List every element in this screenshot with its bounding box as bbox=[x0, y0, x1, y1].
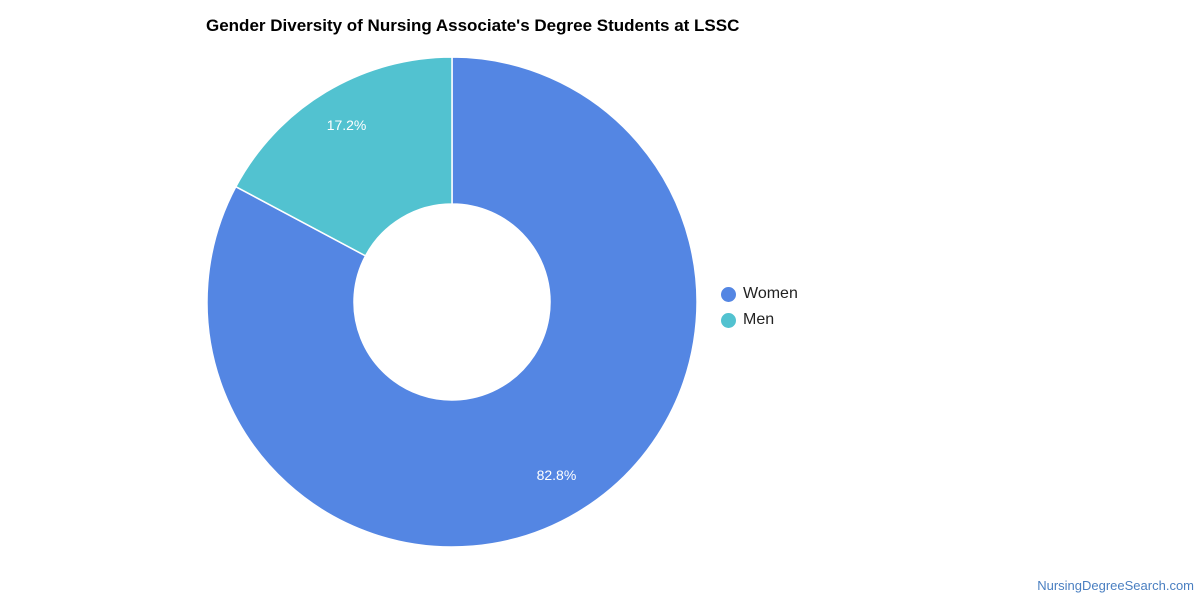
donut-slice-men[interactable] bbox=[234, 56, 453, 257]
legend: Women Men bbox=[721, 281, 798, 333]
legend-item-men[interactable]: Men bbox=[721, 307, 798, 333]
chart-title: Gender Diversity of Nursing Associate's … bbox=[206, 16, 740, 35]
legend-swatch-men bbox=[721, 312, 736, 328]
slice-label-men: 17.2% bbox=[327, 117, 367, 133]
slice-label-women: 82.8% bbox=[537, 467, 577, 483]
legend-item-women[interactable]: Women bbox=[721, 281, 798, 307]
source-link[interactable]: NursingDegreeSearch.com bbox=[1037, 578, 1194, 593]
legend-label-women: Women bbox=[743, 285, 798, 302]
legend-swatch-women bbox=[721, 286, 736, 302]
legend-label-men: Men bbox=[743, 311, 775, 328]
donut-slice-women[interactable] bbox=[206, 56, 698, 548]
